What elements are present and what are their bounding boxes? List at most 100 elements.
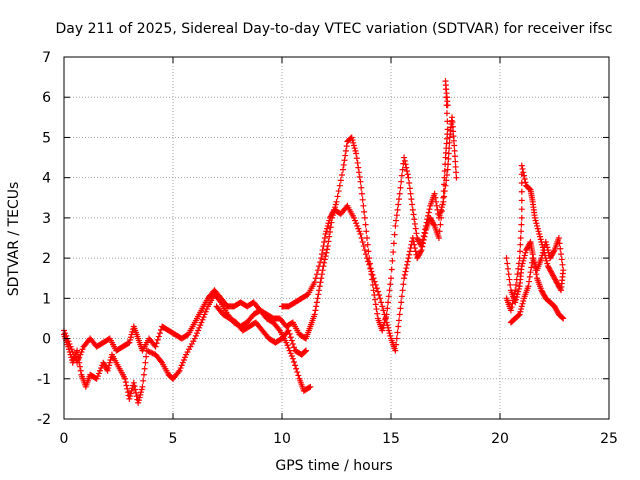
x-axis-label: GPS time / hours <box>275 458 392 474</box>
series-track-d <box>279 78 451 354</box>
data-point <box>398 172 405 179</box>
data-point <box>395 323 402 330</box>
y-tick-label: -2 <box>37 412 51 428</box>
y-tick-label: 0 <box>42 332 51 348</box>
data-point <box>419 240 426 247</box>
y-tick-labels: -2 -1 0 1 2 3 4 5 6 7 <box>37 50 51 428</box>
data-point <box>321 239 328 246</box>
data-point <box>313 299 320 306</box>
data-point <box>441 174 448 181</box>
data-point <box>355 164 362 171</box>
data-point <box>384 322 391 329</box>
data-point <box>518 188 525 195</box>
data-point <box>403 164 410 171</box>
data-point <box>437 221 444 228</box>
data-point <box>293 365 300 372</box>
data-point <box>180 357 187 364</box>
data-point <box>130 379 137 386</box>
data-point <box>533 271 540 278</box>
data-point <box>515 288 522 295</box>
data-point <box>520 169 527 176</box>
data-point <box>517 241 524 248</box>
data-point <box>431 190 438 197</box>
data-point <box>435 235 442 241</box>
data-point <box>522 249 529 256</box>
data-point <box>518 214 525 221</box>
data-point <box>512 287 519 294</box>
data-point <box>444 102 451 109</box>
data-point <box>104 367 111 374</box>
data-point <box>511 290 518 297</box>
data-point <box>342 147 349 154</box>
data-point <box>356 228 363 235</box>
data-point <box>519 165 526 172</box>
data-point <box>74 359 81 366</box>
data-point <box>138 389 145 396</box>
data-point <box>418 247 425 254</box>
data-point <box>364 241 371 248</box>
data-point <box>131 383 138 390</box>
data-point <box>519 300 526 307</box>
data-point <box>442 161 449 168</box>
data-point <box>385 324 392 331</box>
data-point <box>326 233 333 240</box>
data-point <box>397 305 404 312</box>
data-point <box>356 169 363 176</box>
data-point <box>333 198 340 205</box>
data-point <box>513 276 520 283</box>
data-point <box>128 331 135 338</box>
data-point <box>439 201 446 208</box>
data-point <box>74 347 81 354</box>
data-point <box>326 217 333 224</box>
data-point <box>397 184 404 191</box>
data-point <box>532 217 539 224</box>
data-point <box>364 255 371 262</box>
data-point <box>314 267 321 274</box>
data-point <box>321 256 328 263</box>
data-point <box>518 180 525 187</box>
data-point <box>320 243 327 250</box>
data-point <box>337 177 344 184</box>
data-point <box>94 373 101 380</box>
data-point <box>388 275 394 282</box>
data-point <box>136 394 143 401</box>
data-point <box>332 201 339 208</box>
data-point <box>350 214 357 221</box>
data-point <box>515 260 522 267</box>
data-point <box>76 363 83 370</box>
data-point <box>313 271 320 278</box>
data-point <box>518 162 525 169</box>
data-point <box>401 157 408 164</box>
data-point <box>370 287 377 294</box>
data-point <box>401 154 408 161</box>
data-point <box>540 247 547 254</box>
data-point <box>153 340 160 347</box>
data-point <box>129 328 136 335</box>
data-point <box>400 281 407 288</box>
tick-marks <box>63 56 610 420</box>
data-point <box>318 251 325 258</box>
data-point <box>62 330 69 337</box>
data-point <box>426 206 433 213</box>
data-point <box>324 246 331 253</box>
data-point <box>203 306 210 313</box>
data-point <box>408 196 415 203</box>
data-point <box>394 329 401 336</box>
data-point <box>202 308 209 315</box>
data-point <box>422 230 429 237</box>
data-point <box>410 211 417 218</box>
data-point <box>140 377 147 384</box>
data-point <box>177 365 184 372</box>
data-point <box>443 110 450 117</box>
data-point <box>438 206 445 213</box>
data-point <box>438 214 445 221</box>
data-point <box>411 216 418 223</box>
data-point <box>559 261 566 268</box>
chart-title: Day 211 of 2025, Sidereal Day-to-day VTE… <box>55 21 612 37</box>
data-point <box>359 239 366 246</box>
data-point <box>364 235 371 241</box>
data-point <box>517 235 524 241</box>
data-point <box>507 307 514 314</box>
data-point <box>412 225 419 232</box>
